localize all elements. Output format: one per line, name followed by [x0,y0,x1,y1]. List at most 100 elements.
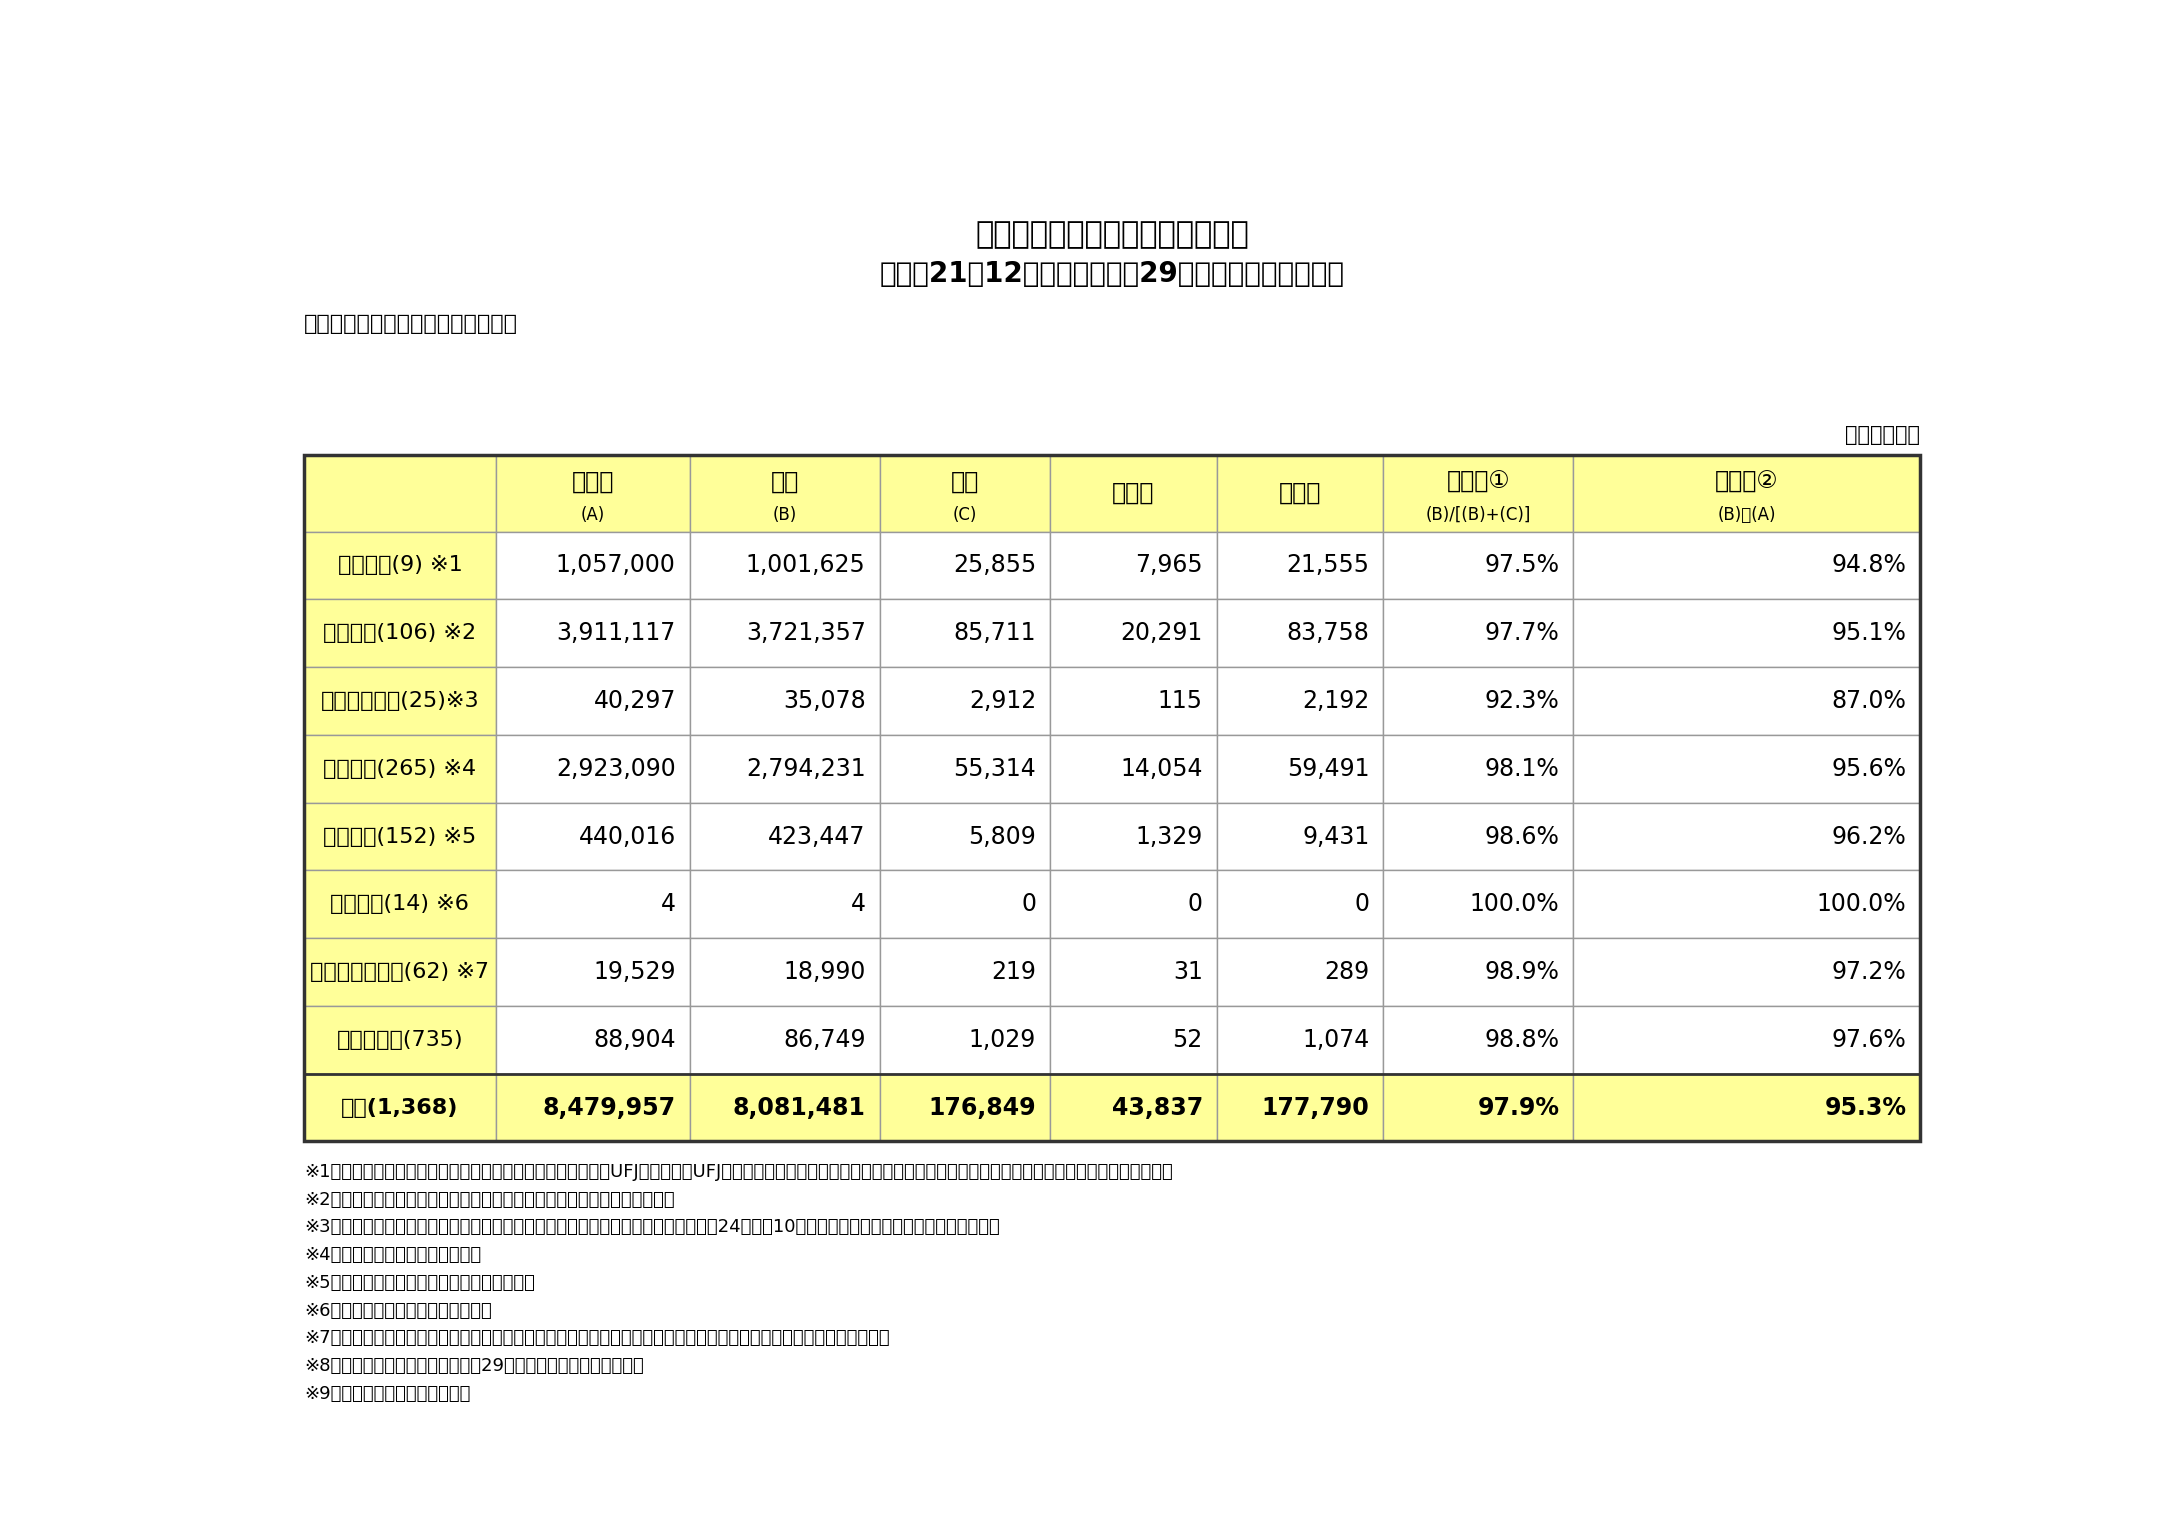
Bar [497,871,690,938]
Bar [304,1006,497,1074]
Text: 貸付条件の変更等の状況について: 貸付条件の変更等の状況について [974,221,1250,250]
Bar [1573,803,1920,871]
Text: 5,809: 5,809 [968,825,1037,848]
Bar [1573,1074,1920,1141]
Text: 4: 4 [662,892,675,917]
Text: 農協・漁協(735): 農協・漁協(735) [336,1029,462,1049]
Bar [690,938,879,1006]
Text: 96.2%: 96.2% [1831,825,1907,848]
Bar [1384,1006,1573,1074]
Bar [879,1074,1050,1141]
Bar [497,667,690,734]
Bar [1384,803,1573,871]
Text: 95.3%: 95.3% [1825,1095,1907,1120]
Bar [1384,667,1573,734]
Bar [497,1074,690,1141]
Bar [304,455,1920,1141]
Text: 440,016: 440,016 [579,825,675,848]
Text: 0: 0 [1354,892,1369,917]
Bar [304,734,497,803]
Bar [1050,667,1217,734]
Bar [1217,871,1384,938]
Text: 423,447: 423,447 [768,825,866,848]
Bar [1384,871,1573,938]
Text: 3,911,117: 3,911,117 [556,621,675,645]
Bar [1384,599,1573,667]
Bar [1573,1006,1920,1074]
Bar [497,599,690,667]
Text: ※1　主要行等とは、みずほ銀行、みずほ信託銀行、三菱東京UFJ銀行、三菱UFJ信託銀行、三井住友銀行、りそな銀行、三井住友信託銀行、新生銀行、あおぞら銀行をいう: ※1 主要行等とは、みずほ銀行、みずほ信託銀行、三菱東京UFJ銀行、三菱UFJ信… [304,1163,1172,1181]
Text: 1,057,000: 1,057,000 [556,553,675,578]
Bar [1384,1074,1573,1141]
Bar [1050,455,1217,531]
Text: 謝絶: 謝絶 [950,470,979,493]
Text: その他の銀行(25)※3: その他の銀行(25)※3 [321,691,480,711]
Bar [1573,938,1920,1006]
Text: 9,431: 9,431 [1302,825,1369,848]
Text: ※2　地域銀行とは、地方銀行、第二地方銀行及び埼玉りそな銀行をいう。: ※2 地域銀行とは、地方銀行、第二地方銀行及び埼玉りそな銀行をいう。 [304,1190,675,1209]
Text: 98.9%: 98.9% [1484,960,1560,985]
Text: 実行: 実行 [770,470,799,493]
Text: 83,758: 83,758 [1287,621,1369,645]
Bar [1050,734,1217,803]
Text: 40,297: 40,297 [592,690,675,713]
Text: (A): (A) [582,505,605,524]
Bar [1217,455,1384,531]
Text: 取下げ: 取下げ [1278,481,1322,505]
Bar [1573,734,1920,803]
Bar [879,803,1050,871]
Bar [1050,599,1217,667]
Bar [879,599,1050,667]
Text: 合計(1,368): 合計(1,368) [341,1098,458,1118]
Text: （単位：件）: （単位：件） [1844,425,1920,445]
Text: 115: 115 [1159,690,1202,713]
Text: 25,855: 25,855 [953,553,1037,578]
Text: 8,081,481: 8,081,481 [733,1095,866,1120]
Bar [304,667,497,734]
Bar [1384,455,1573,531]
Text: 98.8%: 98.8% [1484,1028,1560,1052]
Bar [1217,1006,1384,1074]
Text: 0: 0 [1187,892,1202,917]
Text: 20,291: 20,291 [1120,621,1202,645]
Bar [879,871,1050,938]
Text: (B): (B) [773,505,796,524]
Bar [690,1074,879,1141]
Bar [497,803,690,871]
Text: 95.1%: 95.1% [1831,621,1907,645]
Text: 8,479,957: 8,479,957 [542,1095,675,1120]
Bar [497,1006,690,1074]
Text: 2,912: 2,912 [970,690,1037,713]
Bar [690,599,879,667]
Text: ※9　件数は、貸付債権ベース。: ※9 件数は、貸付債権ベース。 [304,1385,471,1402]
Bar [1217,599,1384,667]
Text: 1,074: 1,074 [1302,1028,1369,1052]
Text: 2,192: 2,192 [1302,690,1369,713]
Bar [1384,734,1573,803]
Text: 18,990: 18,990 [783,960,866,985]
Text: 2,794,231: 2,794,231 [746,757,866,780]
Text: (B)／(A): (B)／(A) [1719,505,1775,524]
Text: 177,790: 177,790 [1261,1095,1369,1120]
Bar [879,667,1050,734]
Text: 4: 4 [851,892,866,917]
Text: 59,491: 59,491 [1287,757,1369,780]
Text: 信農連・信漁連(62) ※7: 信農連・信漁連(62) ※7 [310,962,490,982]
Bar [304,803,497,871]
Bar [1217,938,1384,1006]
Text: 289: 289 [1324,960,1369,985]
Text: 1,001,625: 1,001,625 [746,553,866,578]
Bar [1573,667,1920,734]
Text: 97.7%: 97.7% [1484,621,1560,645]
Bar [879,1006,1050,1074]
Bar [1050,871,1217,938]
Text: 97.5%: 97.5% [1484,553,1560,578]
Text: 労働金庫(14) ※6: 労働金庫(14) ※6 [330,894,469,914]
Text: 97.9%: 97.9% [1478,1095,1560,1120]
Text: 1,329: 1,329 [1135,825,1202,848]
Bar [690,734,879,803]
Text: 審査中: 審査中 [1113,481,1154,505]
Bar [1217,667,1384,734]
Text: 7,965: 7,965 [1135,553,1202,578]
Bar [1050,938,1217,1006]
